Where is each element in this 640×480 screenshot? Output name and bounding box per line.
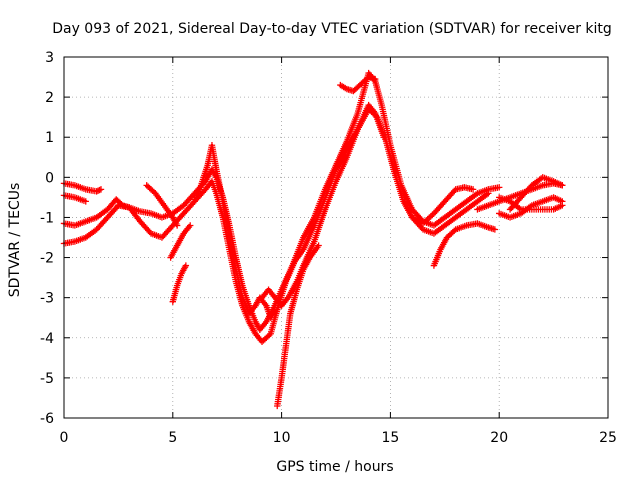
series-arc-10: [274, 242, 322, 410]
series-arc-12: [408, 184, 477, 227]
plot-frame: [63, 56, 609, 419]
y-axis-label: SDTVAR / TECUs: [7, 183, 23, 298]
data-point-markers: [408, 184, 477, 227]
data-point-markers: [274, 242, 322, 410]
data-point-markers: [60, 180, 105, 195]
y-tick-label: -1: [40, 210, 54, 226]
data-point-markers: [430, 220, 499, 269]
x-tick-label: 25: [599, 430, 617, 446]
grid: [64, 57, 608, 418]
x-tick-label: 10: [273, 430, 291, 446]
y-tick-label: 1: [45, 130, 54, 146]
data-point-markers: [143, 182, 181, 229]
data-point-markers: [169, 262, 190, 305]
x-tick-label: 0: [60, 430, 69, 446]
series-arc-13: [430, 220, 499, 269]
series-arc-11: [337, 73, 379, 95]
y-tick-label: -2: [40, 251, 54, 267]
data-point-markers: [60, 192, 89, 205]
x-tick-label: 20: [490, 430, 508, 446]
y-tick-label: -5: [40, 371, 54, 387]
y-tick-label: -6: [40, 411, 54, 427]
data-point-markers: [167, 222, 194, 261]
x-axis-label: GPS time / hours: [276, 459, 393, 475]
series-arc-5: [143, 182, 181, 229]
series-arc-2: [60, 192, 89, 205]
y-tick-label: 0: [45, 170, 54, 186]
series-arc-6: [167, 222, 194, 261]
data-point-markers: [337, 73, 379, 95]
series-arc-1: [60, 180, 105, 195]
y-tick-label: 3: [45, 50, 54, 66]
y-tick-label: -4: [40, 331, 54, 347]
y-tick-label: 2: [45, 90, 54, 106]
chart-title: Day 093 of 2021, Sidereal Day-to-day VTE…: [52, 21, 612, 37]
data-point-markers: [496, 194, 566, 213]
series-arc-7: [169, 262, 190, 305]
series-arc-17: [496, 194, 566, 213]
x-tick-label: 15: [381, 430, 399, 446]
data-marks: [60, 69, 566, 410]
data-point-markers: [191, 142, 279, 321]
axis-ticks: 0 5 10 15 20 25 -6 -5 -4 -3 -2 -1 0 1 2 3: [40, 50, 617, 446]
series-arc-8: [191, 142, 279, 321]
y-tick-label: -3: [40, 291, 54, 307]
x-tick-label: 5: [168, 430, 177, 446]
